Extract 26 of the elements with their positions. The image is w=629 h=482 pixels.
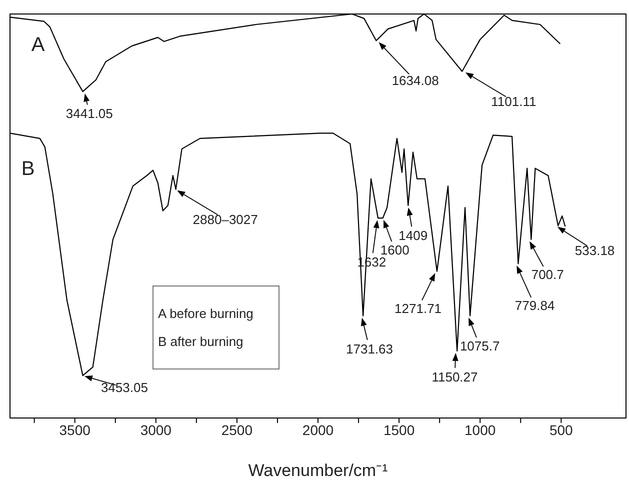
annotation: 3453.05 — [100, 380, 148, 396]
x-tick-label: 500 — [549, 422, 574, 438]
annotation: A before burning — [158, 306, 254, 322]
annotation: 779.84 — [514, 298, 555, 314]
annotation: B after burning — [158, 334, 244, 349]
x-tick-label: 1500 — [383, 422, 415, 438]
annotation: 1731.63 — [346, 341, 394, 356]
annotation: 3441.05 — [66, 106, 113, 122]
annotation: 1150.27 — [432, 369, 478, 384]
annotation: 533.18 — [574, 243, 615, 258]
annotation: 2880–3027 — [192, 212, 258, 227]
x-tick-label: 2000 — [302, 422, 334, 438]
x-axis-title: Wavenumber/cm⁻¹ — [248, 461, 388, 480]
x-tick-label: 3000 — [140, 422, 172, 438]
annotation: 1101.11 — [491, 94, 536, 109]
annotation: 1600 — [380, 242, 410, 258]
annotation: 1634.08 — [392, 73, 439, 88]
series-label: A — [31, 34, 46, 56]
annotation: 1409 — [398, 228, 428, 244]
annotation: 1271.71 — [394, 300, 442, 316]
x-tick-label: 3500 — [59, 422, 91, 438]
annotation: 1075.7 — [460, 338, 500, 354]
series-label: B — [21, 158, 35, 180]
x-tick-label: 2500 — [221, 422, 253, 438]
annotation: 700.7 — [531, 266, 564, 282]
x-tick-label: 1000 — [464, 422, 496, 438]
